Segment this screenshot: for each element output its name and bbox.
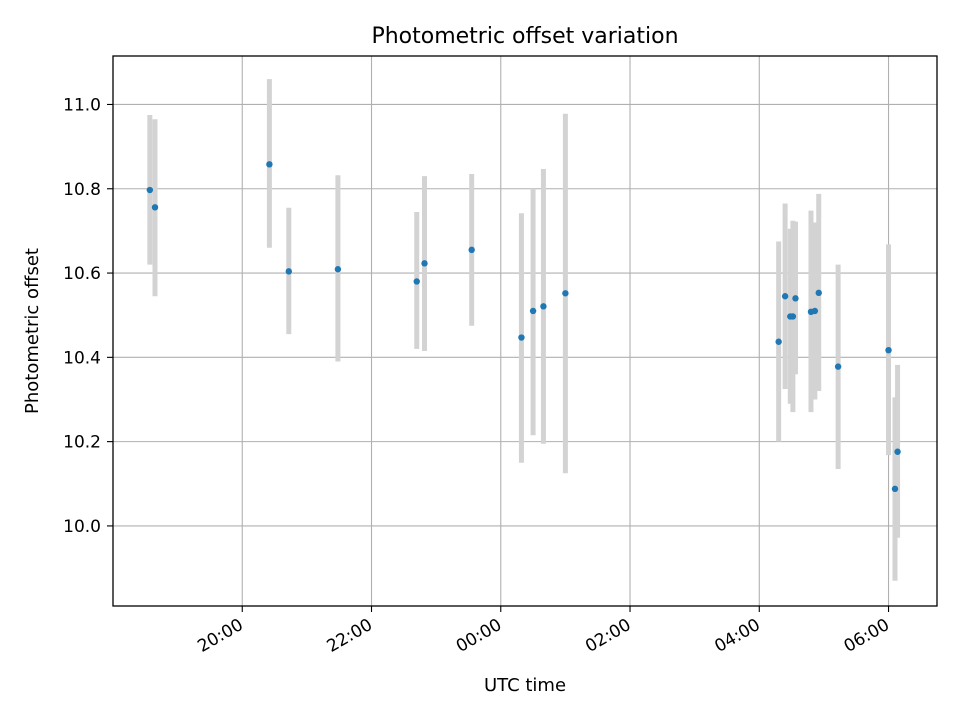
data-point [334, 266, 342, 273]
data-point [775, 338, 782, 345]
y-tick-label: 10.2 [63, 433, 101, 453]
y-axis-label: Photometric offset [22, 248, 43, 414]
data-point [421, 260, 428, 267]
data-point [468, 246, 475, 254]
data-point [285, 268, 292, 275]
data-point [834, 363, 842, 370]
chart-title: Photometric offset variation [371, 24, 678, 49]
data-point [885, 346, 892, 354]
y-tick-label: 10.0 [63, 517, 101, 537]
y-tick-label: 10.6 [63, 264, 101, 284]
data-point [894, 448, 901, 455]
y-axis-ticks: 10.0 10.2 10.4 10.6 10.8 11.0 [63, 95, 113, 537]
data-point [781, 293, 789, 300]
data-points [146, 161, 901, 493]
grid [113, 56, 937, 606]
data-point [891, 485, 899, 493]
data-point [266, 161, 273, 168]
data-point [540, 303, 547, 310]
y-tick-label: 10.8 [63, 180, 101, 200]
data-point [789, 313, 797, 320]
y-tick-label: 11.0 [63, 95, 101, 115]
data-point [413, 278, 420, 285]
data-point [529, 307, 537, 315]
data-point [811, 307, 819, 315]
data-point [146, 186, 154, 194]
x-axis-label: UTC time [484, 675, 566, 696]
data-point [151, 204, 159, 211]
data-point [815, 289, 822, 297]
data-point [792, 295, 799, 302]
data-point [562, 290, 569, 297]
y-tick-label: 10.4 [63, 348, 101, 368]
data-point [518, 334, 525, 341]
plot-frame [112, 55, 938, 607]
